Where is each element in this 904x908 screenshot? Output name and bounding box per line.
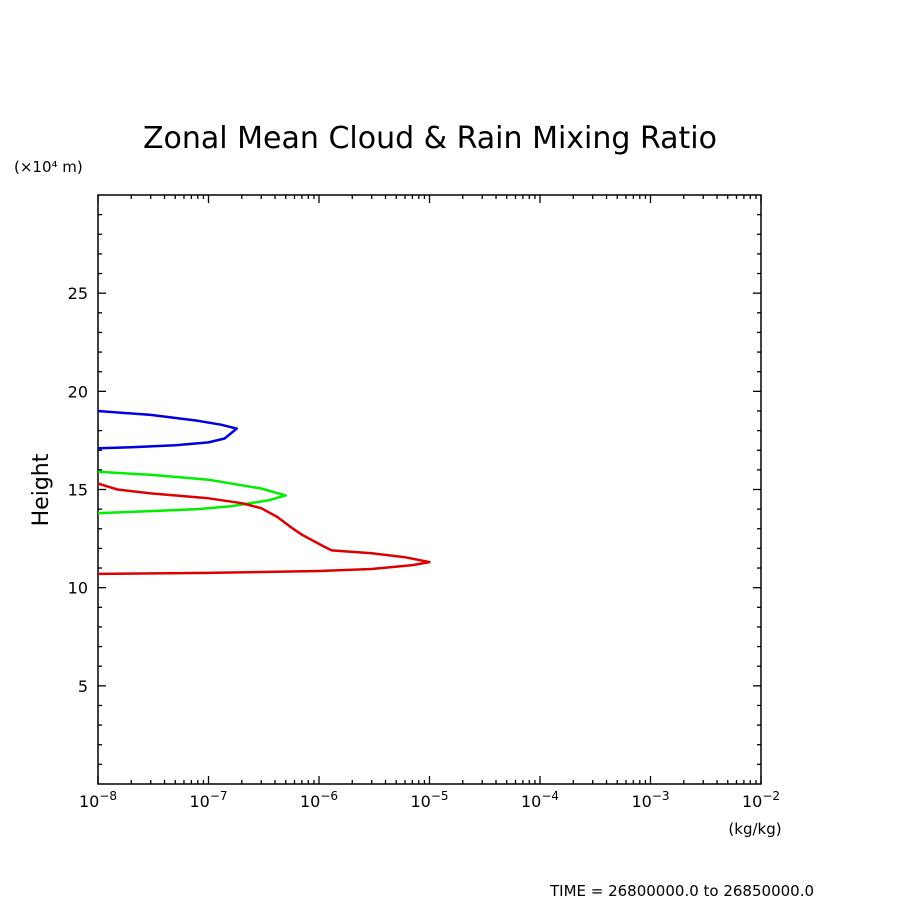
y-tick-label: 20 bbox=[68, 382, 88, 401]
plot-frame bbox=[97, 194, 762, 785]
x-tick-label: 10−6 bbox=[300, 789, 338, 811]
series-line-1 bbox=[97, 409, 238, 450]
x-tick-label: 10−8 bbox=[79, 789, 117, 811]
y-tick-labels: 5 10 15 20 25 bbox=[68, 284, 88, 696]
x-tick-labels: 10−8 10−7 10−6 10−5 10−4 10−3 10−2 bbox=[79, 789, 780, 811]
y-axis-label: Height bbox=[29, 453, 54, 526]
x-tick-label: 10−3 bbox=[631, 789, 669, 811]
chart-title: Zonal Mean Cloud & Rain Mixing Ratio bbox=[143, 121, 717, 156]
ticks-layer bbox=[97, 195, 762, 784]
series-line-2 bbox=[97, 470, 287, 515]
y-multiplier-label: (×10⁴ m) bbox=[14, 158, 83, 176]
series-layer bbox=[97, 409, 431, 576]
y-tick-label: 10 bbox=[68, 579, 88, 598]
y-tick-label: 5 bbox=[78, 677, 88, 696]
x-tick-label: 10−2 bbox=[742, 789, 780, 811]
series-line-3 bbox=[97, 482, 431, 576]
x-axis-unit-label: (kg/kg) bbox=[728, 820, 781, 838]
x-tick-label: 10−4 bbox=[521, 789, 559, 811]
x-tick-label: 10−5 bbox=[410, 789, 448, 811]
y-tick-label: 25 bbox=[68, 284, 88, 303]
x-tick-label: 10−7 bbox=[189, 789, 227, 811]
y-tick-label: 15 bbox=[68, 481, 88, 500]
time-range-label: TIME = 26800000.0 to 26850000.0 bbox=[549, 882, 814, 900]
